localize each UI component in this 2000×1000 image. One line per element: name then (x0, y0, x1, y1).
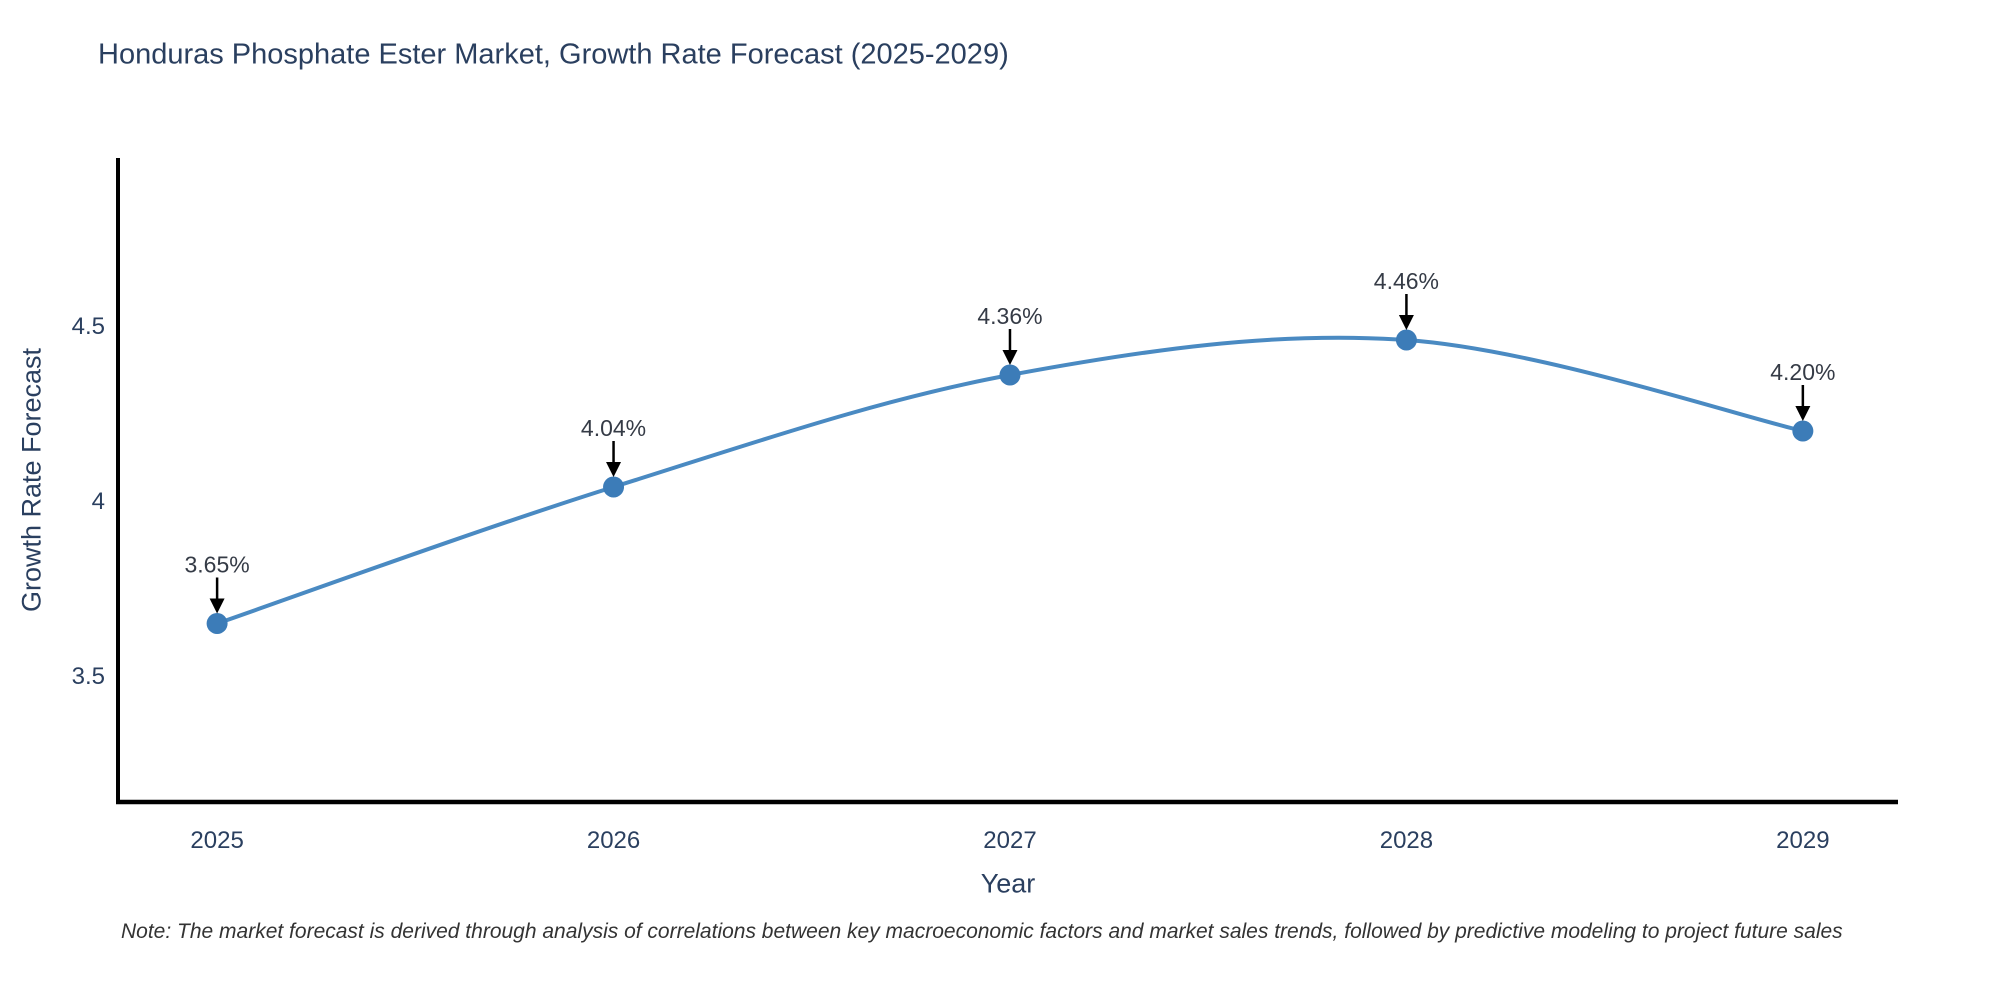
x-tick-label: 2029 (1776, 827, 1829, 854)
footnote: Note: The market forecast is derived thr… (121, 920, 1843, 943)
y-tick-label: 3.5 (72, 663, 105, 690)
x-tick-label: 2026 (587, 827, 640, 854)
x-tick-label: 2025 (190, 827, 243, 854)
annotation-arrowhead (1398, 315, 1414, 330)
data-point-marker (999, 364, 1021, 386)
point-value-label: 4.36% (977, 303, 1042, 329)
annotation-arrowhead (1795, 406, 1811, 421)
annotation-arrowhead (1002, 350, 1018, 365)
data-point-marker (603, 476, 625, 498)
annotation-arrowhead (209, 598, 225, 614)
data-point-marker (1792, 420, 1814, 442)
data-point-marker (1395, 329, 1417, 351)
x-axis-title: Year (980, 868, 1036, 899)
point-value-label: 4.20% (1770, 359, 1835, 385)
x-tick-label: 2027 (983, 827, 1036, 854)
chart-title: Honduras Phosphate Ester Market, Growth … (98, 38, 1009, 71)
point-value-label: 4.46% (1374, 268, 1439, 294)
data-point-marker (206, 613, 228, 634)
y-tick-label: 4 (92, 488, 105, 515)
x-tick-label: 2028 (1380, 827, 1433, 854)
annotation-arrowhead (606, 462, 622, 477)
y-tick-label: 4.5 (72, 313, 105, 340)
point-value-label: 3.65% (184, 552, 249, 578)
point-value-label: 4.04% (581, 415, 646, 441)
